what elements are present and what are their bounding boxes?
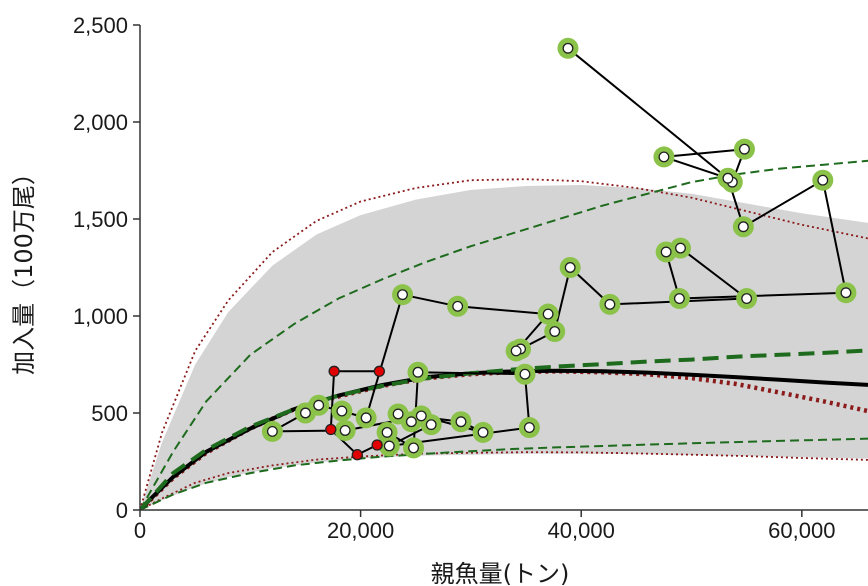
data-point bbox=[510, 345, 522, 357]
confidence-band bbox=[140, 185, 868, 510]
data-point bbox=[452, 300, 464, 312]
data-point bbox=[392, 408, 404, 420]
data-point bbox=[336, 405, 348, 417]
data-point bbox=[660, 246, 672, 258]
y-axis-title: 加入量（100万尾） bbox=[10, 161, 38, 375]
band-area bbox=[140, 185, 868, 510]
recent-data-point bbox=[371, 439, 383, 451]
data-point bbox=[408, 442, 420, 454]
data-point bbox=[564, 262, 576, 273]
curve-dashed-thick-green bbox=[140, 348, 868, 510]
data-point bbox=[415, 410, 427, 422]
curve-dashed-green-lower bbox=[140, 437, 868, 510]
recent-data-point bbox=[325, 423, 337, 436]
x-axis-title: 親魚量(トン) bbox=[431, 560, 570, 586]
data-point bbox=[840, 287, 852, 299]
x-tick-label: 0 bbox=[134, 518, 146, 543]
data-point bbox=[817, 174, 829, 186]
data-point bbox=[313, 399, 325, 411]
curve-dotted-thick-red bbox=[140, 369, 868, 510]
data-point bbox=[266, 425, 278, 437]
data-point bbox=[360, 412, 372, 424]
y-tick-label: 2,500 bbox=[73, 13, 128, 38]
y-tick-label: 1,000 bbox=[73, 304, 128, 329]
data-point bbox=[741, 293, 753, 304]
data-point bbox=[519, 368, 531, 380]
curve-dotted-red-upper bbox=[140, 178, 868, 510]
data-point bbox=[722, 172, 734, 184]
data-point bbox=[523, 422, 535, 434]
curve-dashed-green-upper bbox=[140, 159, 868, 510]
data-point bbox=[737, 221, 749, 233]
y-tick-label: 0 bbox=[116, 498, 128, 523]
y-tick-label: 500 bbox=[91, 401, 128, 426]
recent-data-point bbox=[351, 449, 363, 461]
data-point bbox=[658, 151, 670, 163]
data-point bbox=[673, 293, 685, 304]
data-point bbox=[412, 366, 424, 378]
data-point bbox=[300, 407, 311, 419]
y-tick-label: 2,000 bbox=[73, 110, 128, 135]
recent-data-point bbox=[373, 365, 386, 377]
x-tick-label: 20,000 bbox=[327, 518, 394, 543]
data-point bbox=[383, 440, 395, 452]
x-tick-label: 40,000 bbox=[548, 518, 615, 543]
data-point bbox=[425, 419, 437, 431]
data-point bbox=[542, 308, 554, 320]
data-point bbox=[339, 425, 351, 436]
data-point bbox=[549, 326, 561, 337]
data-point bbox=[604, 298, 616, 310]
observed-data-path bbox=[261, 37, 857, 461]
data-point bbox=[381, 426, 393, 438]
data-point bbox=[405, 416, 417, 428]
data-point bbox=[675, 242, 686, 254]
data-point bbox=[739, 143, 750, 155]
x-tick-label: 60,000 bbox=[768, 518, 835, 543]
data-point bbox=[562, 42, 574, 54]
axes: 0 500 1,000 1,500 2,000 2,500 0 20,000 40,000 60,… bbox=[73, 13, 868, 543]
data-point bbox=[477, 426, 489, 438]
y-tick-label: 1,500 bbox=[73, 207, 128, 232]
data-point bbox=[397, 289, 408, 301]
recent-data-point bbox=[328, 365, 340, 377]
data-point bbox=[455, 416, 467, 428]
